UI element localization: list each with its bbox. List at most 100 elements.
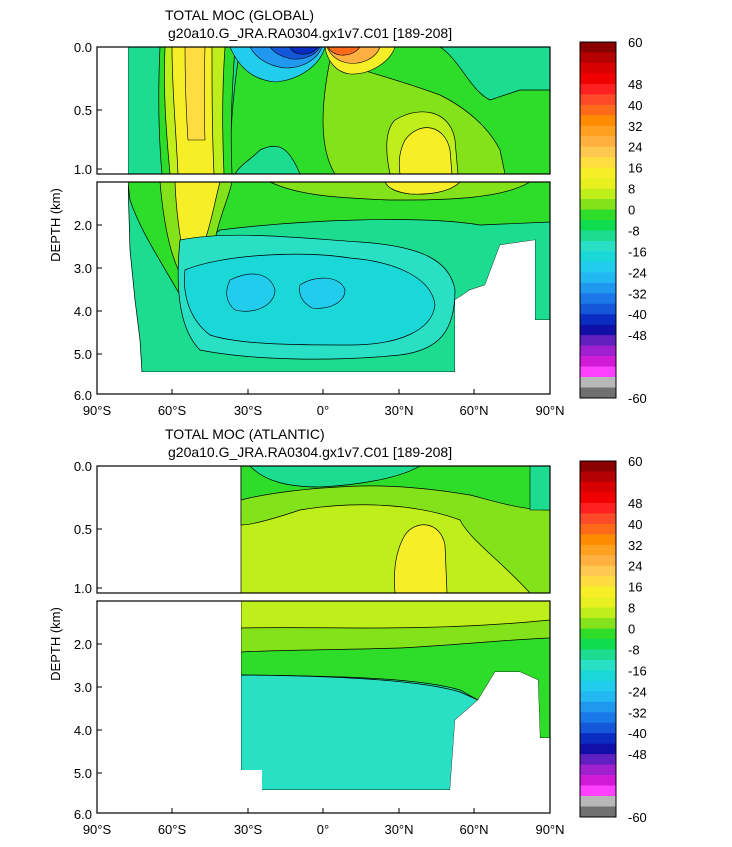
atlantic-ytick-6.0: 6.0 [74,807,92,822]
colorbar-swatch [580,178,616,189]
colorbar-swatch [580,335,616,346]
colorbar-label: -24 [628,265,647,280]
atlantic-xtick-90N: 90°N [535,822,564,837]
global-xtick-60N: 60°N [459,403,488,418]
atlantic-xtick-90S: 90°S [83,822,112,837]
global-ytick-4.0: 4.0 [74,304,92,319]
atlantic-lower-field [97,601,550,813]
colorbar-swatch [580,199,616,210]
colorbar-swatch [580,356,616,367]
colorbar-swatch [580,324,616,336]
colorbar-swatch [580,83,616,95]
colorbar-swatch [580,670,616,682]
colorbar-label: 60 [628,454,642,469]
atlantic-subtitle: g20a10.G_JRA.RA0304.gx1v7.C01 [189-208] [168,444,452,460]
colorbar-label: -40 [628,307,647,322]
global-ytick-0.0: 0.0 [74,40,92,55]
colorbar-swatch [580,576,616,587]
global-lower-field [97,182,550,394]
colorbar-swatch [580,796,616,807]
colorbar-swatch [580,104,616,116]
colorbar-swatch [580,42,616,53]
colorbar-swatch [580,544,616,556]
colorbar-swatch [580,261,616,273]
global-ytick-0.5: 0.5 [74,103,92,118]
global-xtick-60S: 60°S [158,403,187,418]
global-ytick-1.0: 1.0 [74,162,92,177]
atlantic-xtick-30S: 30°S [234,822,263,837]
colorbar-frame [579,41,617,399]
atlantic-xtick-30N: 30°N [384,822,413,837]
colorbar-swatch [580,240,616,252]
colorbar-swatch [580,345,616,357]
global-xtick-30S: 30°S [234,403,263,418]
colorbar-swatch [580,502,616,514]
colorbar-swatch [580,607,616,619]
colorbar-swatch [580,555,616,567]
colorbar-label: 24 [628,559,642,574]
atlantic-title: TOTAL MOC (ATLANTIC) [165,426,325,442]
colorbar-swatch [580,209,616,221]
colorbar-label: 8 [628,182,635,197]
colorbar-swatch [580,628,616,640]
atlantic-ylabel: DEPTH (km) [48,607,63,681]
global-ytick-5.0: 5.0 [74,347,92,362]
colorbar-frame [579,460,617,818]
atlantic-tick-marks [96,465,551,813]
colorbar-swatch [580,471,616,483]
atlantic-upper-field [97,466,550,593]
colorbar-swatch [580,712,616,724]
global-panel: TOTAL MOC (GLOBAL) g20a10.G_JRA.RA0304.g… [48,7,565,418]
colorbar-swatch [580,775,616,786]
colorbar-swatch [580,513,616,525]
colorbar-swatch [580,691,616,703]
atlantic-ytick-1.0: 1.0 [74,581,92,596]
colorbar-swatch [580,461,616,472]
global-title: TOTAL MOC (GLOBAL) [165,7,314,23]
colorbar-swatch [580,303,616,315]
colorbar-swatch [580,230,616,242]
global-tick-marks [96,46,551,394]
colorbar-label: 0 [628,203,635,218]
colorbar-swatch [580,492,616,504]
colorbar-swatch [580,785,616,797]
colorbar-label: 8 [628,601,635,616]
atlantic-panel: TOTAL MOC (ATLANTIC) g20a10.G_JRA.RA0304… [48,426,565,837]
colorbar-swatch [580,481,616,493]
colorbar-label: 48 [628,496,642,511]
colorbar-label: -32 [628,286,647,301]
colorbar-swatch [580,722,616,734]
colorbar-swatch [580,565,616,577]
colorbar-swatch [580,618,616,629]
atlantic-ytick-2.0: 2.0 [74,637,92,652]
colorbar-label: 0 [628,622,635,637]
global-xtick-0: 0° [317,403,329,418]
global-upper-field [97,47,550,174]
colorbar-swatch [580,94,616,106]
colorbar-swatch [580,754,616,765]
colorbar-label: 32 [628,538,642,553]
atlantic-ytick-0.5: 0.5 [74,522,92,537]
colorbar-swatch [580,597,616,608]
atlantic-xtick-60N: 60°N [459,822,488,837]
global-xtick-90S: 90°S [83,403,112,418]
colorbar-swatch [580,157,616,168]
colorbar-swatch [580,387,616,399]
colorbar-swatch [580,167,616,179]
atlantic-colorbar: 60 48 40 32 24 16 8 0 -8 -16 -24 -32 -40 -48 -60 [579,454,647,825]
colorbar-label: -24 [628,684,647,699]
colorbar-swatch [580,639,616,650]
colorbar-swatch [580,220,616,231]
colorbar-swatch [580,136,616,148]
colorbar-label: -40 [628,726,647,741]
colorbar-swatch [580,146,616,158]
atlantic-ytick-4.0: 4.0 [74,723,92,738]
colorbar-label: 32 [628,119,642,134]
colorbar-swatch [580,649,616,661]
colorbar-label: -16 [628,663,647,678]
colorbar-swatch [580,586,616,598]
colorbar-swatch [580,251,616,263]
global-xtick-90N: 90°N [535,403,564,418]
atlantic-ytick-5.0: 5.0 [74,766,92,781]
